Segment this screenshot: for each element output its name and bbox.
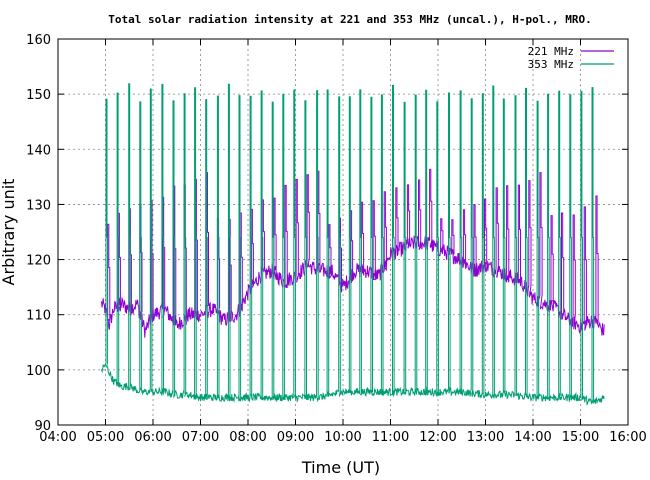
- y-tick-label: 160: [26, 33, 51, 48]
- y-tick-label: 150: [26, 88, 51, 103]
- series-line-353-mhz: [101, 83, 605, 406]
- legend-label: 221 MHz: [528, 45, 574, 58]
- x-tick-label: 11:00: [372, 430, 409, 445]
- y-tick-label: 90: [34, 419, 51, 434]
- y-tick-label: 100: [26, 364, 51, 379]
- series-layer: [101, 83, 605, 406]
- x-tick-label: 16:00: [609, 430, 646, 445]
- x-tick-label: 08:00: [229, 430, 266, 445]
- y-tick-label: 140: [26, 143, 51, 158]
- x-tick-label: 10:00: [324, 430, 361, 445]
- legend-label: 353 MHz: [528, 58, 574, 71]
- y-tick-label: 130: [26, 198, 51, 213]
- x-tick-label: 14:00: [514, 430, 551, 445]
- y-axis-label: Arbitrary unit: [0, 179, 18, 286]
- x-tick-label: 12:00: [419, 430, 456, 445]
- x-tick-label: 06:00: [134, 430, 171, 445]
- tick-layer: 04:00 05:00 06:00 07:00 08:00 09:00 10:00 11:00…: [26, 33, 647, 445]
- x-tick-label: 13:00: [467, 430, 504, 445]
- x-tick-label: 15:00: [562, 430, 599, 445]
- x-tick-label: 07:00: [182, 430, 219, 445]
- y-tick-label: 110: [26, 309, 51, 324]
- x-axis-label: Time (UT): [301, 458, 380, 477]
- x-tick-label: 05:00: [87, 430, 124, 445]
- x-tick-label: 04:00: [39, 430, 76, 445]
- chart-title: Total solar radiation intensity at 221 a…: [108, 13, 591, 26]
- x-tick-label: 09:00: [277, 430, 314, 445]
- series-line-221-mhz: [101, 168, 605, 338]
- y-tick-label: 120: [26, 254, 51, 269]
